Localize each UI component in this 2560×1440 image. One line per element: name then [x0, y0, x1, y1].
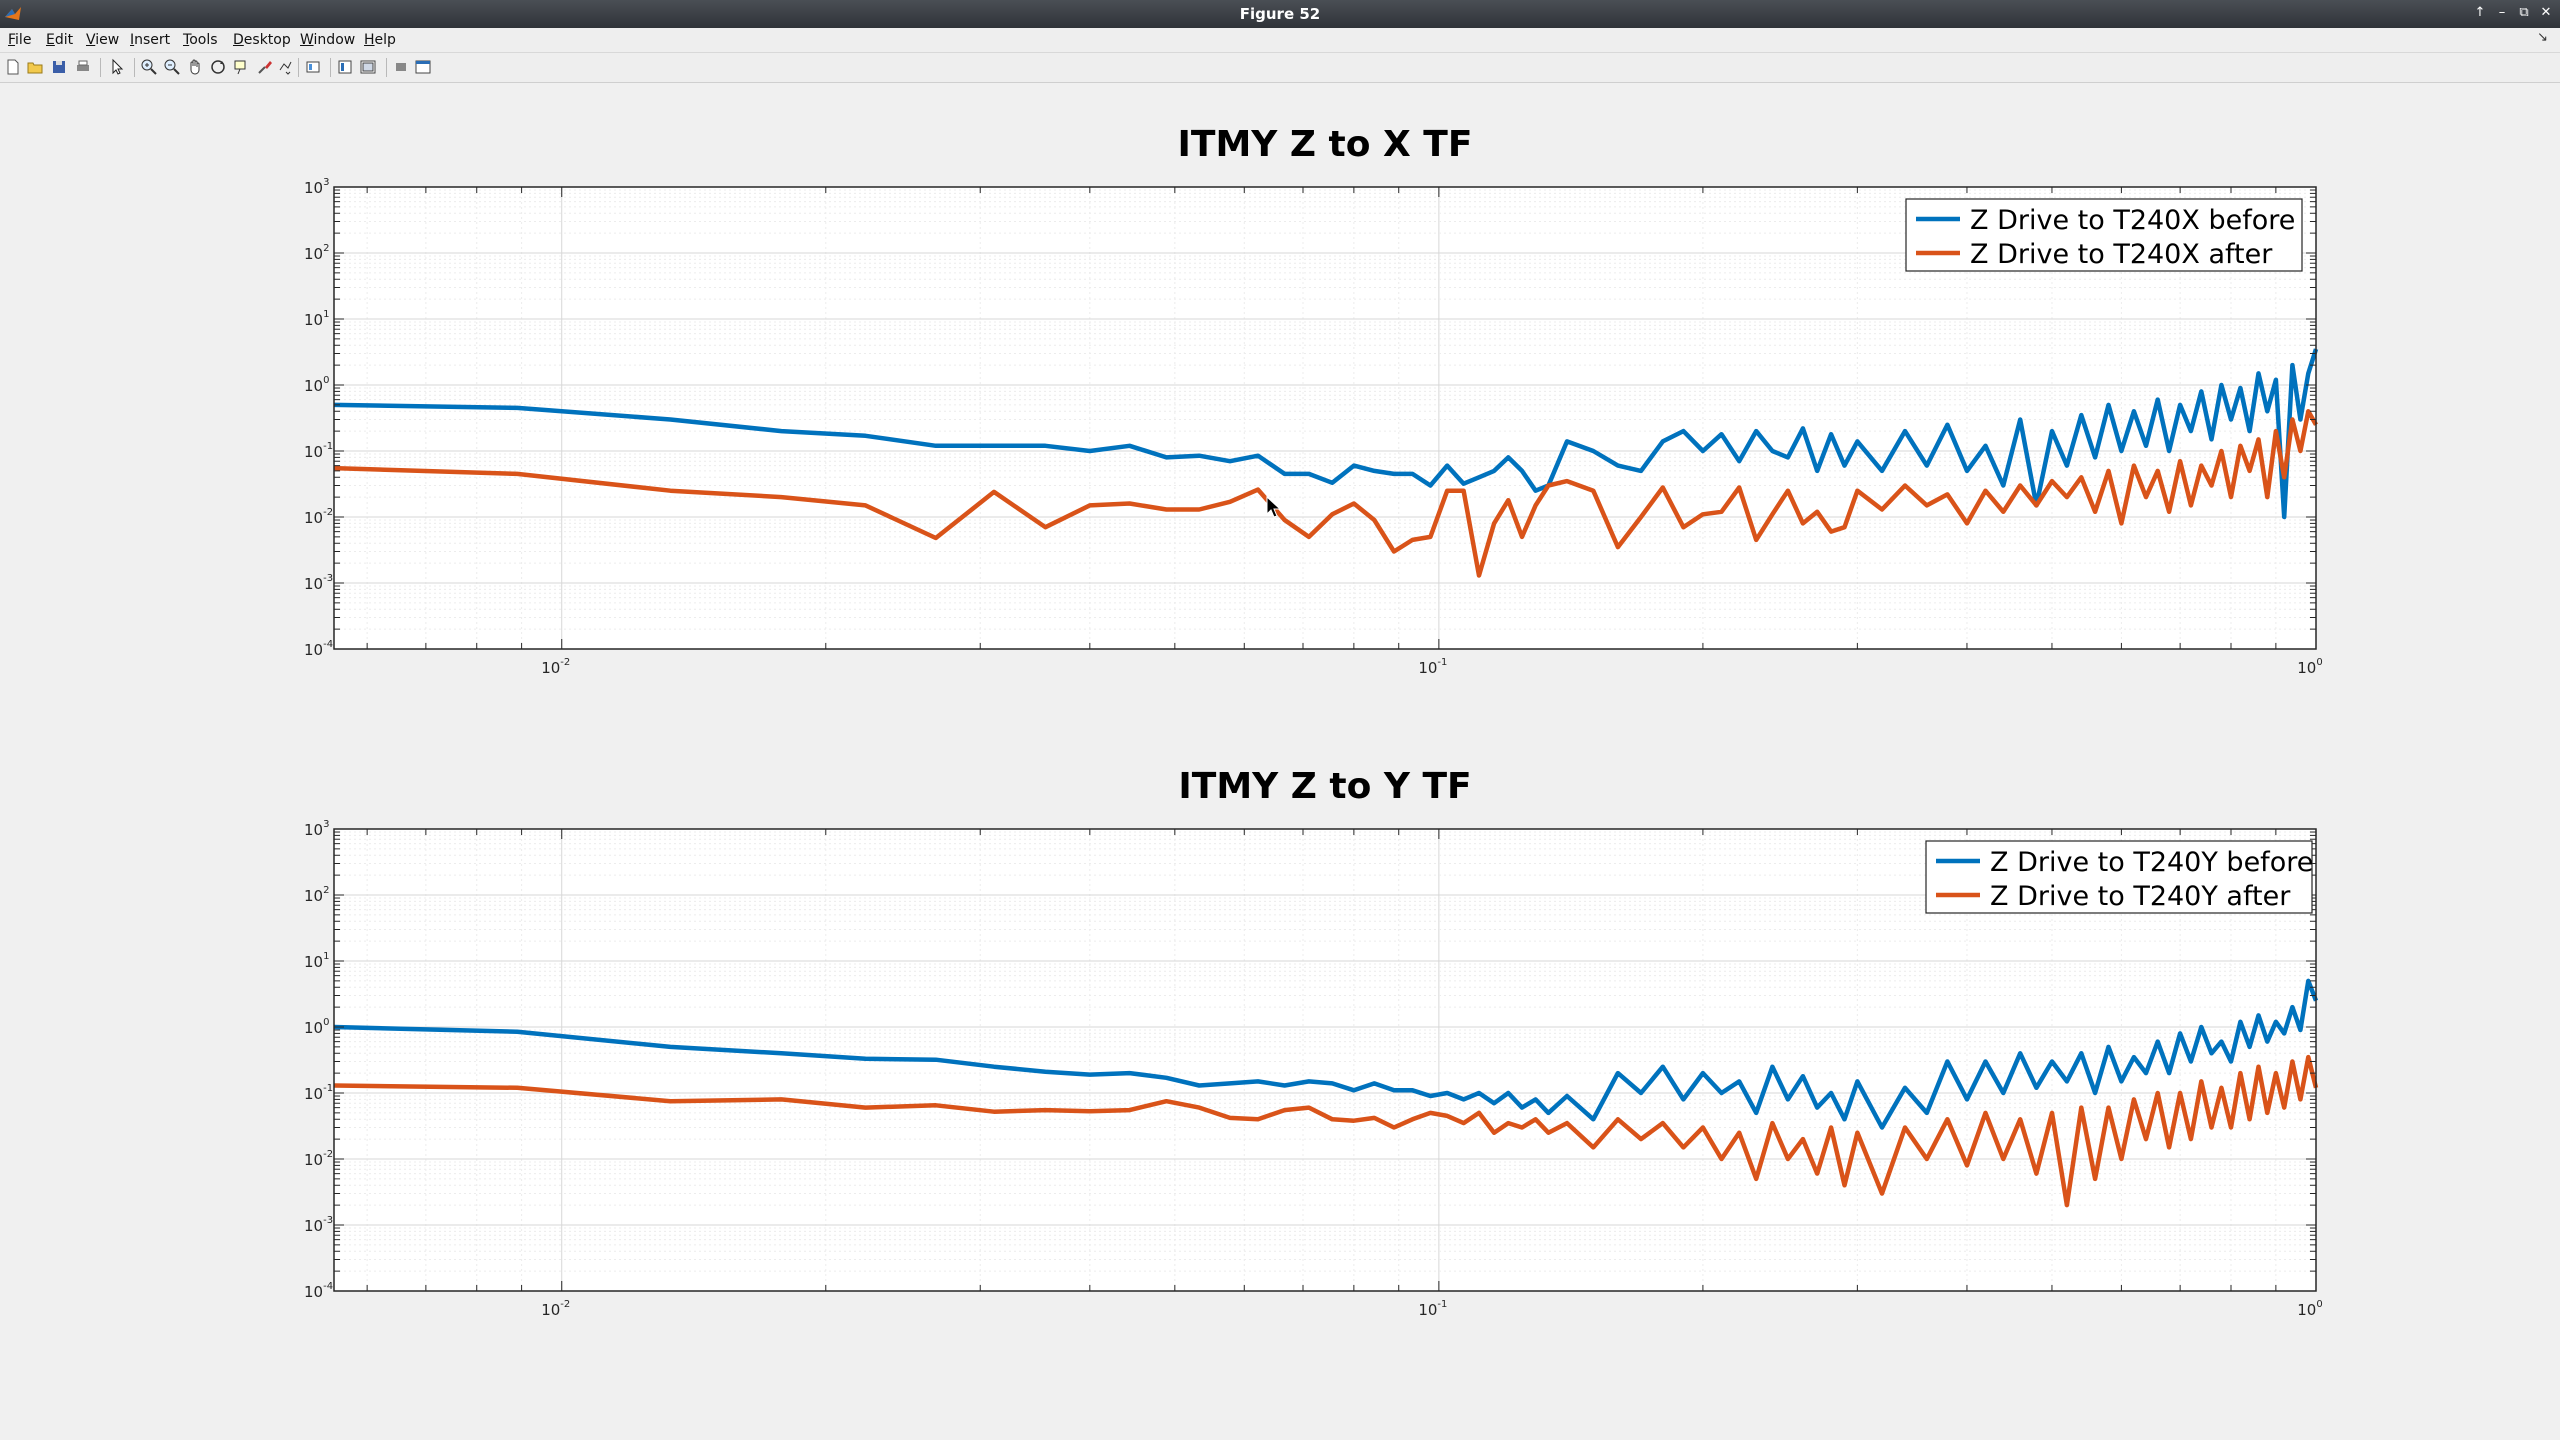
- x-tick-label: 10-2: [541, 1299, 570, 1319]
- y-tick-label: 102: [304, 885, 329, 905]
- legend-entry: Z Drive to T240Y before: [1990, 847, 2313, 878]
- toolbar-separator: [386, 58, 387, 77]
- window-restore-button[interactable]: ⧉: [2519, 5, 2529, 20]
- y-tick-label: 10-3: [304, 573, 333, 593]
- x-tick-label: 100: [2297, 657, 2322, 677]
- matlab-logo-icon: [5, 7, 21, 20]
- window-title: Figure 52: [1239, 5, 1321, 23]
- dock-arrow-icon[interactable]: ↘: [2537, 30, 2548, 45]
- x-tick-label: 10-2: [541, 657, 570, 677]
- series-line-before: [333, 348, 2319, 520]
- x-tick-label: 100: [2297, 1299, 2322, 1319]
- link-plot-icon[interactable]: [276, 58, 294, 76]
- toolbar-separator: [134, 58, 135, 77]
- legend-box: [1925, 840, 2313, 914]
- print-icon[interactable]: [74, 58, 92, 76]
- legend-entry: Z Drive to T240X before: [1970, 205, 2295, 236]
- menu-insert[interactable]: Insert: [130, 32, 171, 48]
- window-titlebar: Figure 52 ↑ – ⧉ ✕: [0, 0, 2560, 28]
- show-plot-tools-icon[interactable]: [392, 58, 410, 76]
- y-tick-label: 10-3: [304, 1215, 333, 1235]
- menu-file[interactable]: File: [8, 32, 32, 48]
- axes-box: [333, 828, 2317, 1292]
- figure-plots: 10-2 10-1 100 10-4 10-3 10-2 10-1 100 101 102 103 I…: [304, 124, 2323, 1319]
- pointer-icon[interactable]: [108, 58, 126, 76]
- menu-window[interactable]: Window: [300, 32, 356, 48]
- legend-entry: Z Drive to T240Y after: [1990, 881, 2291, 912]
- menu-edit[interactable]: Edit: [46, 32, 74, 48]
- y-tick-label: 10-1: [304, 441, 333, 461]
- pan-icon[interactable]: [186, 58, 204, 76]
- toolbar-separator: [298, 58, 299, 77]
- y-tick-label: 10-2: [304, 1149, 333, 1169]
- series-line-after: [333, 1054, 2319, 1208]
- window-shade-button[interactable]: ↑: [2474, 5, 2486, 20]
- axes-title: ITMY Z to Y TF: [1178, 766, 1471, 807]
- figure-canvas[interactable]: 10-2 10-1 100 10-4 10-3 10-2 10-1 100 101 102 103 I…: [0, 83, 2560, 1440]
- legend-box: [1905, 198, 2303, 272]
- zoom-in-icon[interactable]: [140, 58, 158, 76]
- y-tick-label: 100: [304, 375, 329, 395]
- axes-1[interactable]: 10-2 10-1 100 10-4 10-3 10-2 10-1 100 101 102 103 I…: [304, 124, 2323, 677]
- dock-figure-icon[interactable]: [414, 58, 432, 76]
- toolbar-separator: [330, 58, 331, 77]
- colorbar-icon[interactable]: [304, 58, 322, 76]
- y-tick-label: 103: [304, 177, 329, 197]
- menu-help[interactable]: Help: [364, 32, 396, 48]
- save-icon[interactable]: [50, 58, 68, 76]
- new-figure-icon[interactable]: [4, 58, 22, 76]
- y-tick-label: 101: [304, 309, 329, 329]
- y-tick-label: 100: [304, 1017, 329, 1037]
- x-tick-label: 10-1: [1418, 657, 1447, 677]
- data-cursor-icon[interactable]: [232, 58, 250, 76]
- axes-box: [333, 186, 2317, 650]
- menu-view[interactable]: View: [86, 32, 120, 48]
- legend-entry: Z Drive to T240X after: [1970, 239, 2273, 270]
- menu-tools[interactable]: Tools: [183, 32, 218, 48]
- window-minimize-button[interactable]: –: [2498, 5, 2506, 20]
- zoom-out-icon[interactable]: [163, 58, 181, 76]
- legend-icon[interactable]: [336, 58, 354, 76]
- x-tick-label: 10-1: [1418, 1299, 1447, 1319]
- window-close-button[interactable]: ✕: [2540, 5, 2552, 20]
- y-tick-label: 10-4: [304, 1281, 333, 1301]
- menu-desktop[interactable]: Desktop: [233, 32, 291, 48]
- axes-2[interactable]: 10-2 10-1 100 10-4 10-3 10-2 10-1 100 101 102 103 I…: [304, 766, 2323, 1319]
- grid-lines: [334, 828, 2317, 1292]
- y-tick-label: 102: [304, 243, 329, 263]
- series-line-before: [333, 978, 2319, 1130]
- y-tick-label: 103: [304, 819, 329, 839]
- y-tick-label: 101: [304, 951, 329, 971]
- rotate-icon[interactable]: [209, 58, 227, 76]
- axes-title: ITMY Z to X TF: [1178, 124, 1473, 165]
- toolbar-separator: [100, 58, 101, 77]
- menu-bar: File Edit View Insert Tools Desktop Wind…: [0, 28, 2560, 53]
- y-tick-label: 10-4: [304, 639, 333, 659]
- mouse-cursor-icon: [1266, 496, 1282, 518]
- brush-icon[interactable]: [256, 58, 274, 76]
- figure-toolbar: [0, 53, 2560, 83]
- hide-plot-tools-icon[interactable]: [359, 58, 377, 76]
- open-file-icon[interactable]: [26, 58, 44, 76]
- y-tick-label: 10-1: [304, 1083, 333, 1103]
- y-tick-label: 10-2: [304, 507, 333, 527]
